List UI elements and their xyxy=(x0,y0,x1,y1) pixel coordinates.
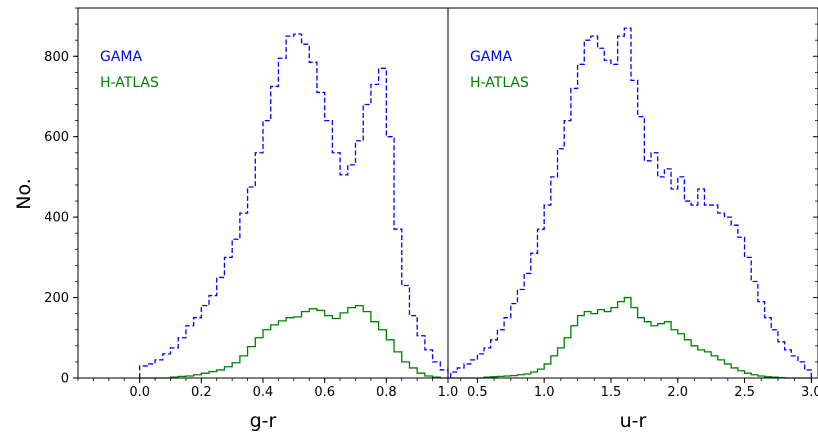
legend-entry-gama: GAMA xyxy=(100,49,143,65)
legend-entry-gama: GAMA xyxy=(470,49,513,65)
x-tick-label: 2.0 xyxy=(667,385,688,400)
series-h-atlas-step xyxy=(450,296,812,379)
x-tick-label: 0.8 xyxy=(376,385,397,400)
legend-entry-h-atlas: H-ATLAS xyxy=(100,75,159,91)
x-tick-label: 3.0 xyxy=(801,385,818,400)
x-tick-label: 1.0 xyxy=(438,385,459,400)
x-tick-label: 0.5 xyxy=(467,385,488,400)
x-axis-label: g-r xyxy=(250,410,277,432)
y-tick-label: 800 xyxy=(44,50,69,65)
x-tick-label: 1.0 xyxy=(534,385,555,400)
y-tick-label: 400 xyxy=(44,211,69,226)
series-h-atlas-step xyxy=(139,304,448,379)
y-tick-label: 200 xyxy=(44,291,69,306)
y-axis-label: No. xyxy=(13,178,35,210)
y-tick-label: 0 xyxy=(61,372,69,387)
plot-frame xyxy=(447,7,818,379)
x-tick-label: 0.0 xyxy=(129,385,150,400)
panel-u-r: 0.5 1.0 1.5 2.0 2.5 3.0 u-r GAMA H-ATLAS xyxy=(447,7,818,432)
x-tick-label: 0.2 xyxy=(191,385,212,400)
x-tick-label: 1.5 xyxy=(601,385,622,400)
series-gama-step xyxy=(450,27,812,378)
x-tick-label: 0.4 xyxy=(253,385,274,400)
x-tick-label: 0.6 xyxy=(314,385,335,400)
legend-entry-h-atlas: H-ATLAS xyxy=(470,75,529,91)
x-axis-label: u-r xyxy=(620,410,647,432)
y-tick-label: 600 xyxy=(44,130,69,145)
panel-g-r: 0.0 0.2 0.4 0.6 0.8 1.0 0 200 400 600 800 g-r GAMA H-… xyxy=(44,7,459,432)
series-gama-step xyxy=(139,33,449,378)
x-tick-label: 2.5 xyxy=(734,385,755,400)
